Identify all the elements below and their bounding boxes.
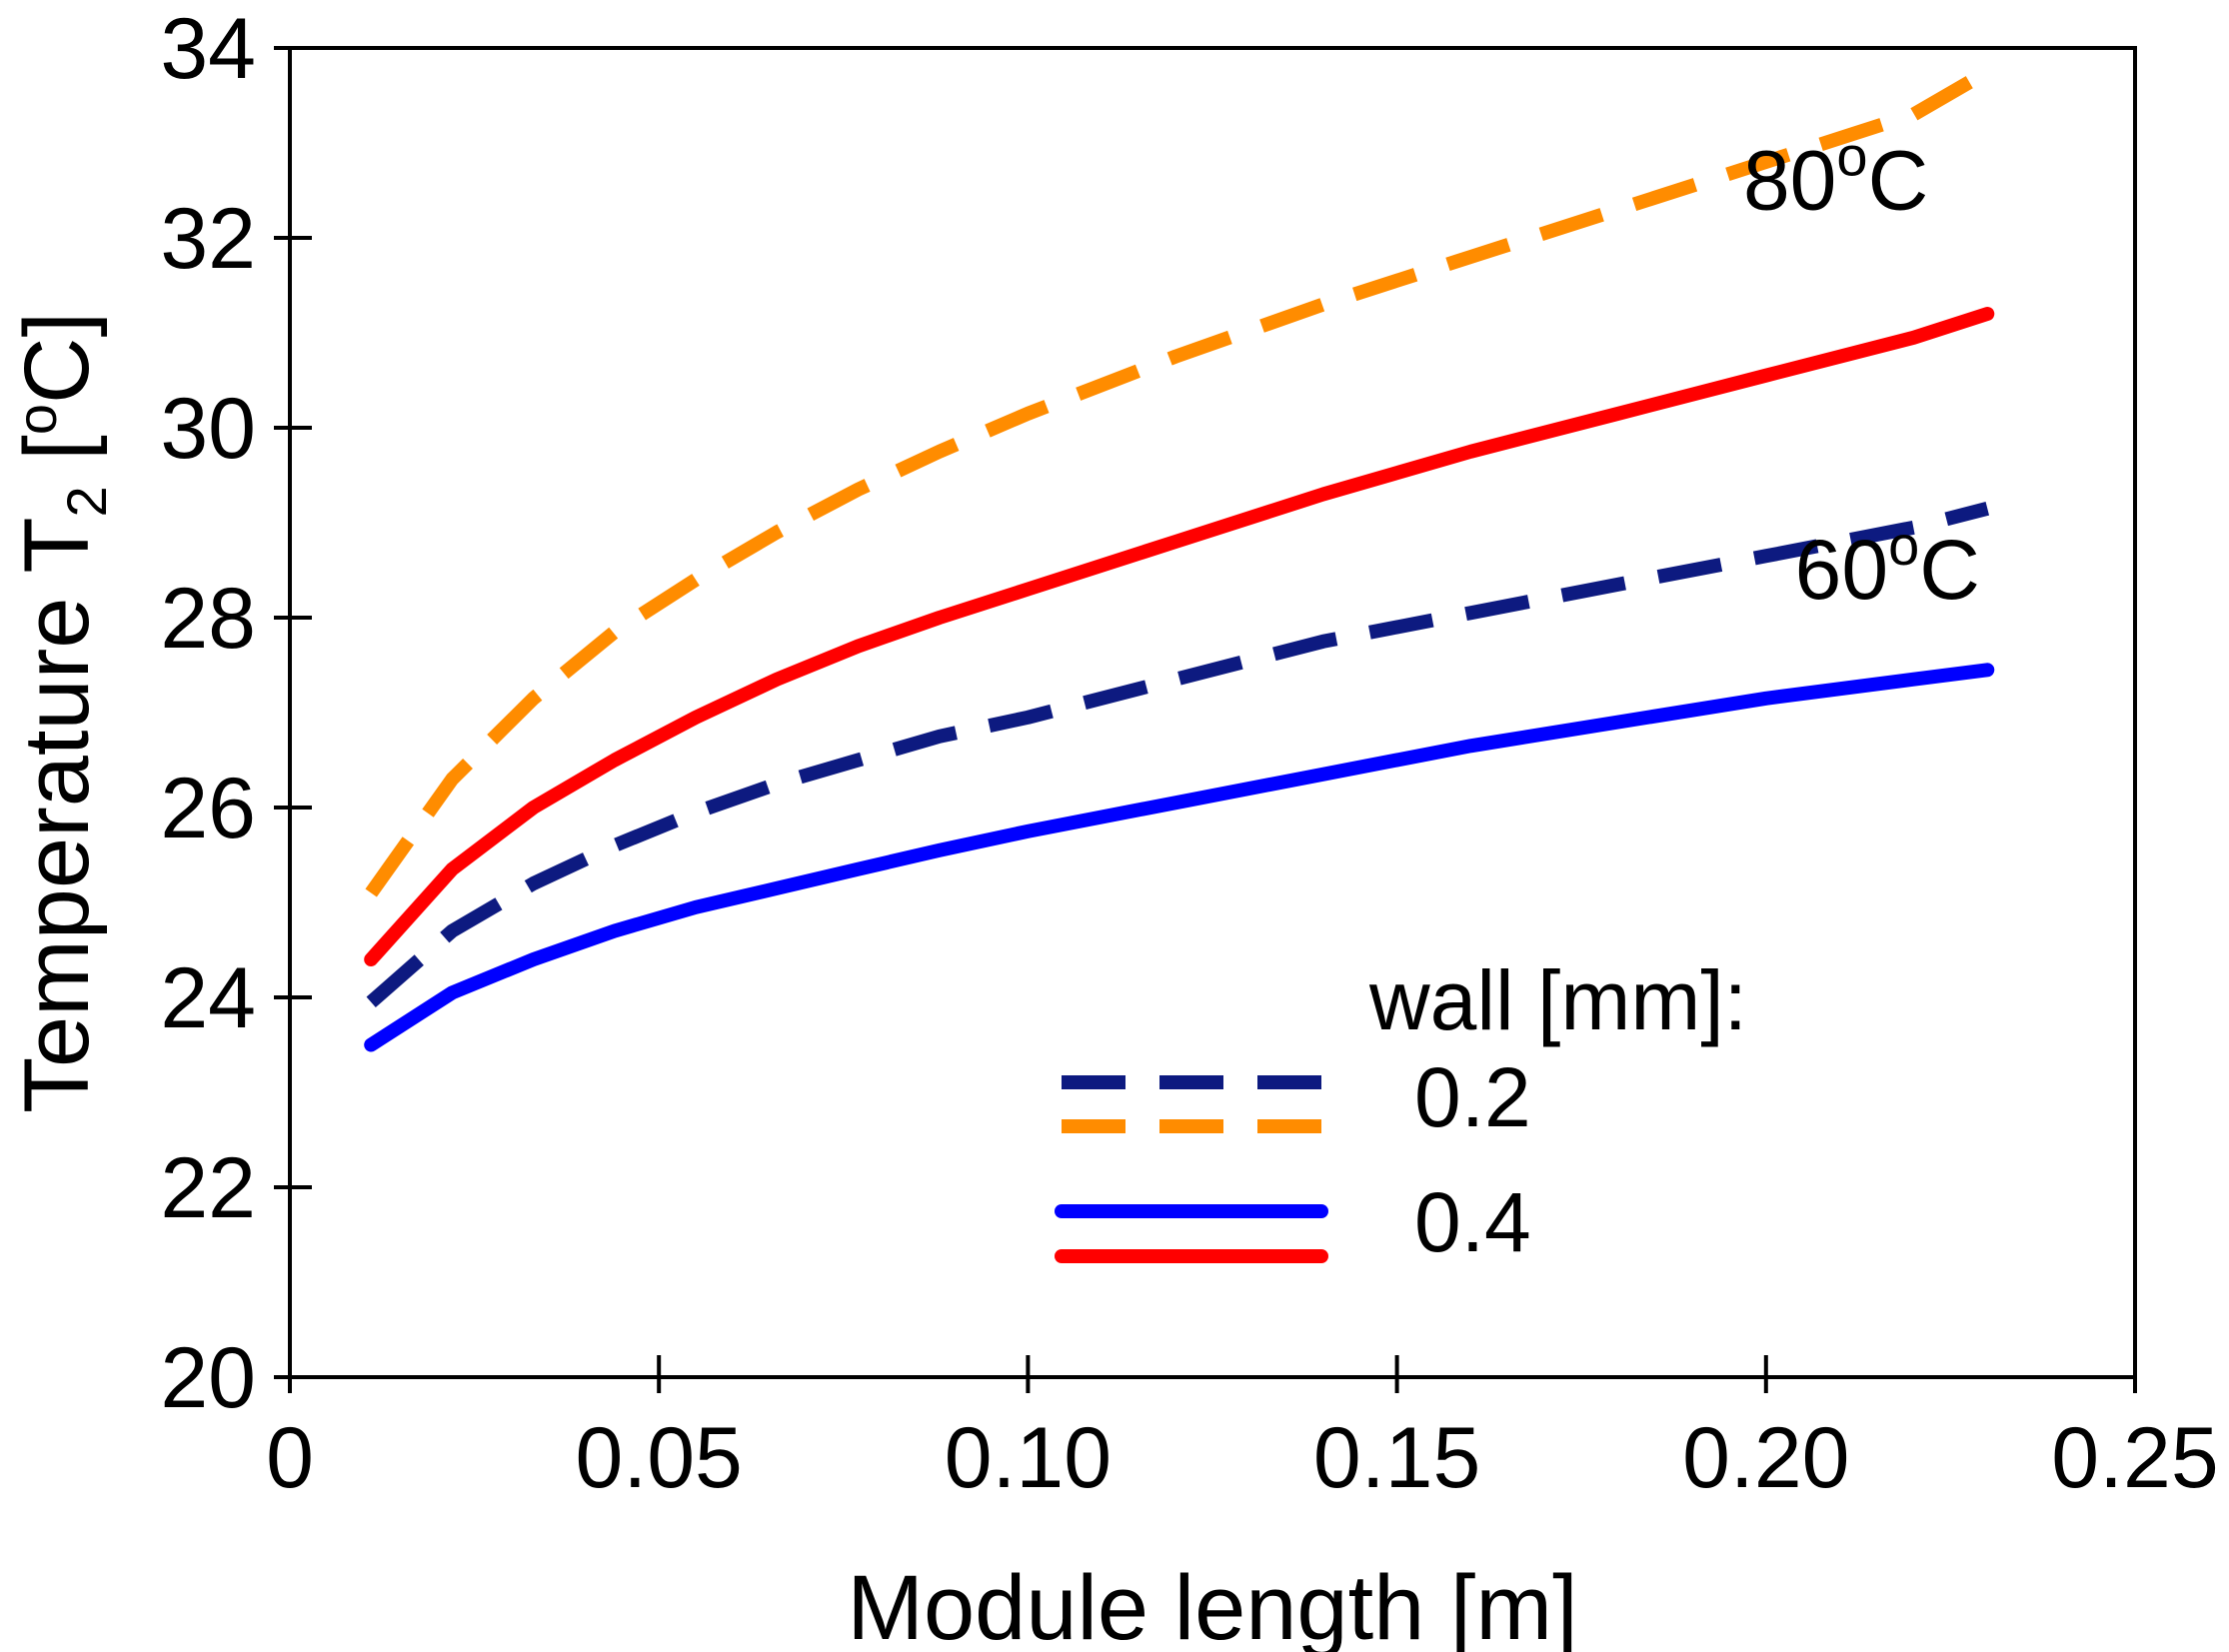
x-tick-label: 0.25	[2051, 1410, 2218, 1506]
y-tick-label: 30	[160, 381, 256, 477]
x-tick-label: 0.20	[1682, 1410, 1849, 1506]
annotation-80C-end: C	[1868, 134, 1929, 228]
series-line-1	[364, 307, 1995, 966]
annotation-60C-sup: o	[1888, 514, 1919, 577]
labels-layer: 0 0.05 0.10 0.15 0.20 0.25 20 22 24 26 28 30 32 34	[160, 1, 2218, 1506]
series-line-3	[364, 663, 1995, 1052]
series-layer	[364, 65, 1995, 1052]
y-tick-label: 34	[160, 1, 256, 97]
series-line-0	[365, 65, 1991, 897]
legend-label-0.4: 0.4	[1414, 1175, 1531, 1269]
y-tick-label: 32	[160, 191, 256, 287]
y-tick-label: 22	[160, 1140, 256, 1236]
x-axis-title: Module length [m]	[847, 1557, 1577, 1652]
y-axis-title-unit-close: C]	[6, 312, 108, 404]
ticks-layer	[274, 46, 2137, 1393]
annotation-60C-main: 60	[1795, 523, 1888, 617]
x-tick-label: 0.15	[1313, 1410, 1480, 1506]
annotation-80C-main: 80	[1743, 134, 1836, 228]
x-tick-label: 0.10	[945, 1410, 1112, 1506]
legend-title: wall [mm]:	[1368, 953, 1747, 1047]
y-axis-title-main: Temperature T	[6, 517, 108, 1113]
annotation-80C: 80oC	[1743, 125, 1928, 228]
y-tick-label: 24	[160, 950, 256, 1046]
y-axis-title-unit-sup: o	[5, 404, 68, 435]
legend-label-0.2: 0.2	[1414, 1050, 1531, 1144]
x-tick-label: 0.05	[576, 1410, 743, 1506]
y-tick-label: 28	[160, 571, 256, 667]
y-axis-title-unit-open: [	[6, 435, 108, 486]
y-tick-label: 20	[160, 1330, 256, 1426]
y-tick-label: 26	[160, 761, 256, 856]
annotation-60C: 60oC	[1795, 514, 1980, 617]
plot-frame	[288, 46, 2137, 1379]
legend: wall [mm]: 0.2 0.4	[1055, 953, 1747, 1269]
series-line-2	[366, 502, 1990, 1008]
x-tick-label: 0	[266, 1410, 314, 1506]
annotation-80C-sup: o	[1836, 125, 1867, 188]
annotation-60C-end: C	[1919, 523, 1980, 617]
y-axis-title: Temperature T2 [oC]	[5, 312, 118, 1113]
y-axis-title-subscript: 2	[55, 486, 118, 517]
